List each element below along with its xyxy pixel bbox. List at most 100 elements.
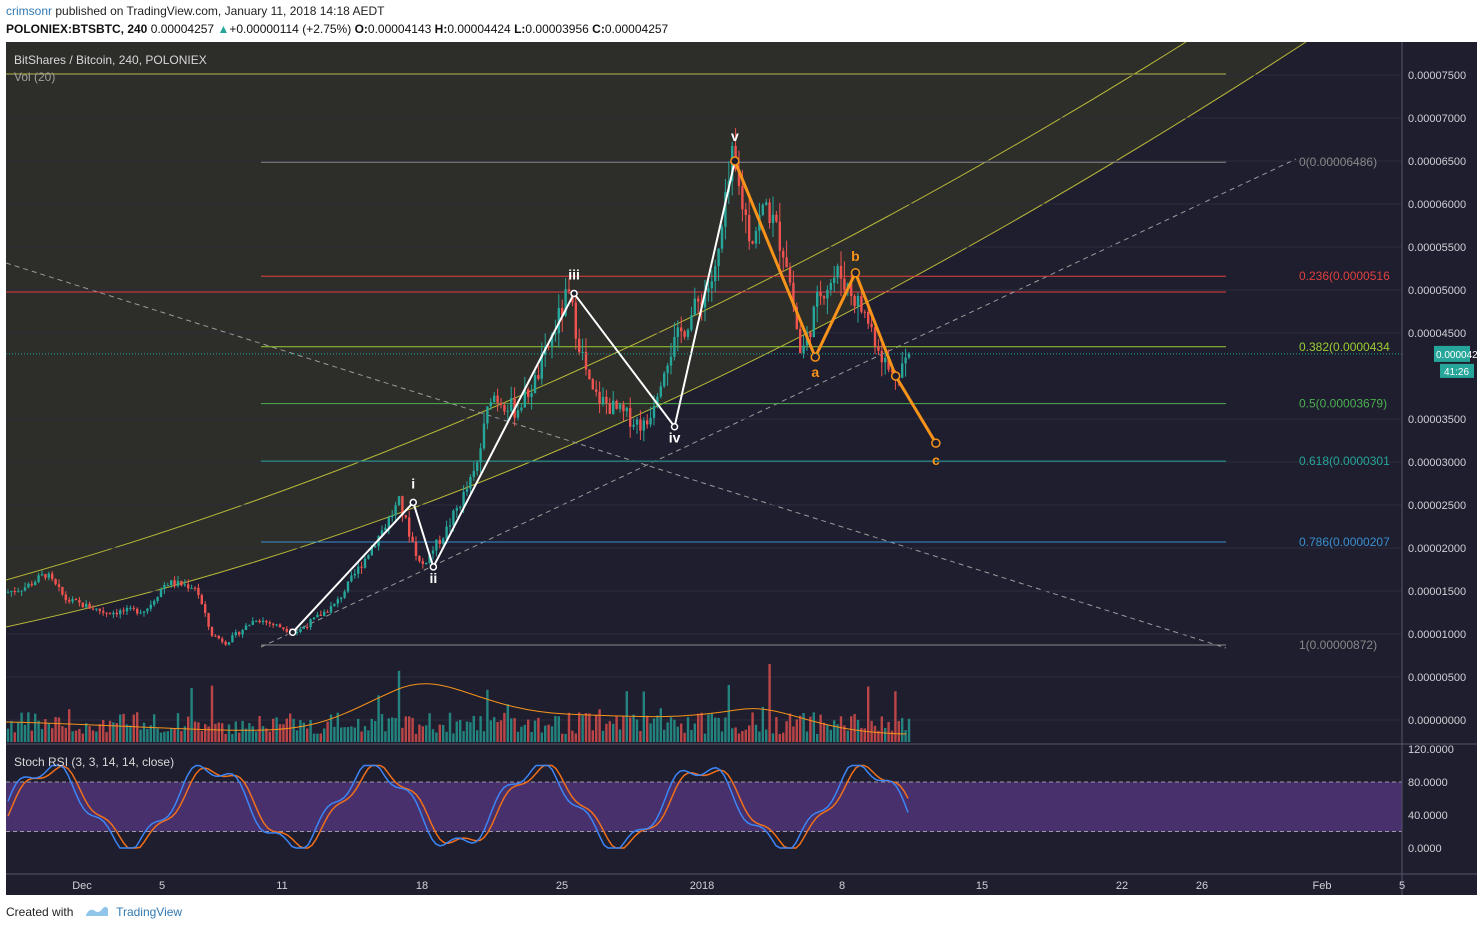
volume-bar bbox=[860, 727, 863, 742]
volume-bar bbox=[680, 723, 683, 742]
impulse-wave-point bbox=[409, 498, 417, 507]
candle-body bbox=[710, 281, 713, 289]
candle-body bbox=[74, 599, 78, 601]
volume-bar bbox=[384, 731, 387, 742]
candle-body bbox=[91, 608, 95, 610]
candle-body bbox=[595, 389, 598, 392]
volume-bar bbox=[632, 714, 635, 742]
candle-body bbox=[115, 612, 118, 615]
candle-body bbox=[856, 295, 860, 307]
volume-bar bbox=[710, 713, 713, 742]
volume-bar bbox=[431, 729, 435, 742]
volume-bar bbox=[261, 726, 265, 742]
volume-bar bbox=[312, 733, 316, 742]
candle-body bbox=[57, 584, 61, 587]
price-tick-label: 0.00000000 bbox=[1408, 715, 1466, 727]
time-tick-label: 8 bbox=[839, 880, 845, 892]
candle-body bbox=[465, 488, 469, 492]
author-link[interactable]: crimsonr bbox=[6, 4, 53, 18]
tradingview-link[interactable]: TradingView bbox=[116, 905, 183, 919]
candle-body bbox=[629, 407, 632, 427]
candle-body bbox=[61, 586, 64, 595]
candle-body bbox=[333, 603, 336, 607]
candle-body bbox=[574, 302, 577, 339]
candle-body bbox=[336, 599, 339, 604]
fib-level-label: 0.5(0.00003679) bbox=[1299, 397, 1387, 411]
candle-body bbox=[238, 632, 241, 635]
candle-body bbox=[863, 311, 866, 313]
volume-bar bbox=[812, 712, 815, 742]
volume-bar bbox=[907, 718, 911, 742]
volume-bar bbox=[520, 726, 523, 742]
volume-bar bbox=[173, 728, 176, 742]
candle-body bbox=[666, 365, 669, 374]
candle-body bbox=[34, 582, 37, 586]
candle-body bbox=[761, 204, 764, 215]
volume-bar bbox=[44, 719, 47, 742]
candle-body bbox=[295, 632, 299, 634]
candle-body bbox=[608, 403, 611, 414]
volume-bar bbox=[724, 717, 727, 742]
candle-body bbox=[312, 617, 316, 620]
candle-body bbox=[795, 306, 798, 329]
volume-bar bbox=[180, 731, 183, 742]
candle-body bbox=[523, 389, 526, 408]
volume-bar bbox=[829, 729, 832, 742]
candle-body bbox=[775, 214, 778, 222]
volume-bar bbox=[91, 730, 95, 742]
volume-bar bbox=[306, 728, 309, 742]
volume-bar bbox=[71, 731, 74, 742]
volume-bar bbox=[292, 718, 295, 742]
volume-bar bbox=[295, 730, 299, 742]
candle-body bbox=[363, 558, 367, 568]
candle-body bbox=[414, 541, 418, 556]
created-with-label: Created with bbox=[6, 905, 74, 919]
candle-body bbox=[146, 608, 149, 612]
volume-bar bbox=[533, 720, 537, 742]
volume-bar bbox=[224, 733, 227, 742]
volume-bar bbox=[809, 716, 812, 742]
candle-body bbox=[309, 619, 312, 628]
candle-body bbox=[316, 614, 319, 618]
candle-body bbox=[64, 594, 67, 601]
volume-bar bbox=[244, 728, 248, 742]
correction-wave-point bbox=[931, 438, 941, 448]
chart-area[interactable]: 0(0.00006486) 0.236(0.0000516 0.382(0.0000… bbox=[5, 41, 1483, 895]
high-value: 0.00004424 bbox=[447, 22, 511, 36]
time-tick-label: 11 bbox=[276, 880, 287, 892]
volume-bar bbox=[595, 714, 598, 742]
volume-bar bbox=[894, 691, 897, 742]
trendline-down bbox=[5, 262, 1227, 649]
volume-bar bbox=[200, 730, 203, 742]
candle-body bbox=[479, 448, 482, 463]
candle-body bbox=[452, 510, 455, 526]
candle-body bbox=[163, 584, 166, 590]
volume-bar bbox=[748, 725, 751, 742]
volume-bar bbox=[513, 718, 516, 742]
volume-bar bbox=[506, 704, 509, 742]
volume-bar bbox=[108, 720, 112, 742]
candle-body bbox=[816, 291, 819, 307]
candle-body bbox=[476, 462, 479, 471]
volume-bar bbox=[659, 708, 662, 742]
candle-body bbox=[887, 357, 890, 370]
price-chart[interactable]: 0(0.00006486) 0.236(0.0000516 0.382(0.0000… bbox=[5, 41, 1483, 895]
candle-body bbox=[170, 580, 173, 585]
volume-bar bbox=[496, 722, 499, 742]
volume-bar bbox=[782, 732, 785, 742]
chart-title: BitShares / Bitcoin, 240, POLONIEX bbox=[14, 53, 207, 67]
volume-bar bbox=[744, 729, 747, 742]
candle-body bbox=[588, 369, 591, 380]
candle-body bbox=[836, 265, 839, 278]
volume-bar bbox=[251, 726, 254, 742]
volume-bar bbox=[319, 733, 322, 742]
volume-bar bbox=[380, 713, 384, 742]
volume-bar bbox=[459, 719, 462, 742]
candle-body bbox=[741, 186, 744, 210]
volume-bar bbox=[802, 712, 805, 742]
candle-body bbox=[98, 608, 101, 612]
candle-body bbox=[380, 530, 384, 536]
candle-body bbox=[153, 600, 156, 605]
candle-body bbox=[561, 307, 564, 316]
volume-bar bbox=[622, 716, 625, 742]
